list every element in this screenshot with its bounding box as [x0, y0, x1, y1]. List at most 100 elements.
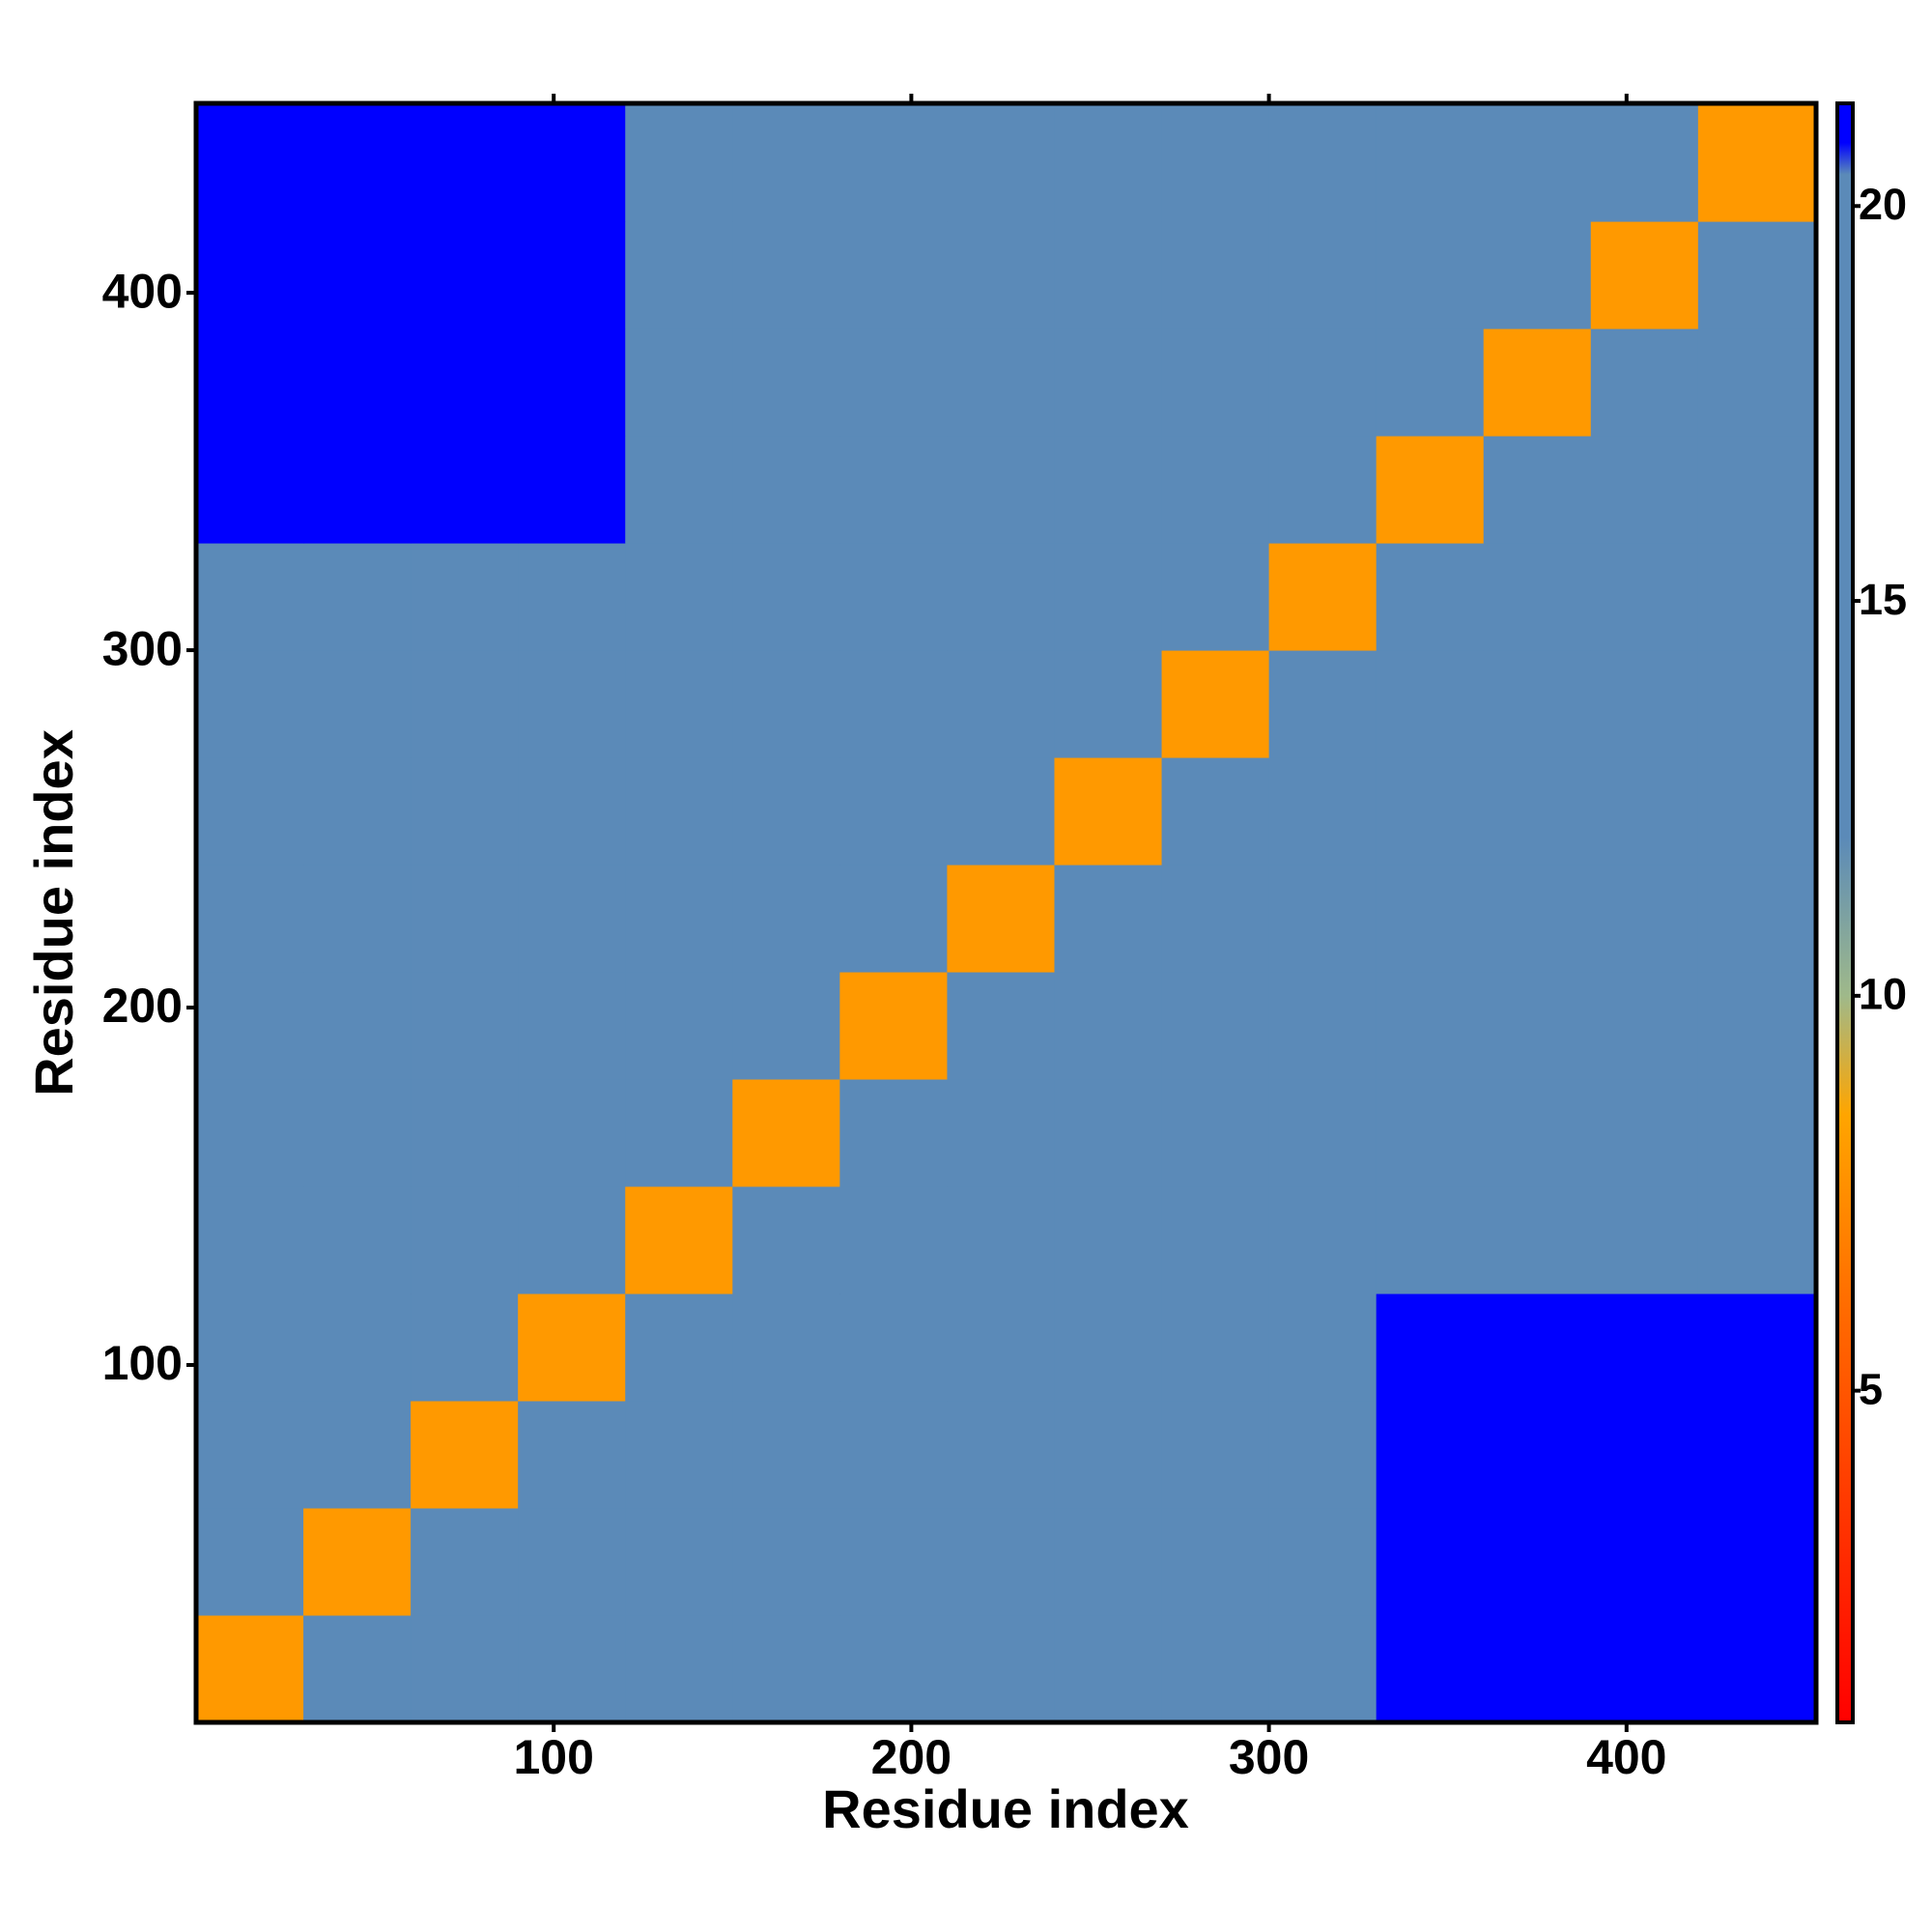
heatmap-cell [625, 1508, 733, 1616]
heatmap-cell [1054, 1508, 1163, 1616]
heatmap-cell [732, 1401, 840, 1509]
heatmap-cell [303, 1401, 412, 1509]
heatmap-cell [1483, 221, 1592, 329]
x-axis-title: Residue index [822, 1778, 1189, 1839]
heatmap-cell [625, 436, 733, 544]
heatmap-cell [303, 865, 412, 973]
heatmap-cell [1483, 328, 1592, 437]
heatmap-cell [196, 650, 304, 758]
heatmap-cell [625, 650, 733, 758]
heatmap-cell [196, 543, 304, 651]
heatmap-cell [839, 650, 948, 758]
heatmap-cell [1161, 103, 1270, 222]
heatmap-cell [303, 103, 412, 222]
heatmap-cell [839, 1508, 948, 1616]
heatmap-cell [196, 1079, 304, 1187]
x-tick-label: 300 [1229, 1730, 1309, 1784]
heatmap-cell [1054, 103, 1163, 222]
heatmap-cell [1697, 436, 1817, 544]
heatmap-cell [1054, 543, 1163, 651]
y-tick-label: 300 [102, 621, 183, 675]
heatmap-cell [303, 221, 412, 329]
heatmap-cell [839, 221, 948, 329]
heatmap-cell [732, 543, 840, 651]
colorbar-tick-label: 15 [1859, 575, 1907, 624]
heatmap-cell [1268, 757, 1378, 866]
heatmap-cell [1697, 757, 1817, 866]
heatmap-cell [411, 1401, 519, 1509]
heatmap-cell [518, 543, 626, 651]
heatmap-cell [1483, 1615, 1592, 1723]
y-tick-label: 100 [102, 1336, 183, 1390]
heatmap-cell [1054, 1615, 1163, 1723]
heatmap-cell [1161, 865, 1270, 973]
heatmap-cell [732, 1186, 840, 1294]
heatmap-cell [1161, 1615, 1270, 1723]
colorbar-tick-label: 20 [1859, 180, 1907, 229]
heatmap-cell [1483, 972, 1592, 1080]
heatmap-cell [303, 972, 412, 1080]
heatmap-cell [411, 757, 519, 866]
heatmap-cell [196, 1293, 304, 1402]
heatmap-cell [839, 103, 948, 222]
heatmap-cell [1697, 1508, 1817, 1616]
heatmap-cell [1161, 757, 1270, 866]
heatmap-cell [411, 1508, 519, 1616]
heatmap-cell [1376, 1615, 1485, 1723]
heatmap-cell [1376, 650, 1485, 758]
heatmap-cell [947, 543, 1055, 651]
heatmap-cell [411, 1186, 519, 1294]
heatmap-cell [1161, 972, 1270, 1080]
heatmap-cell [1376, 328, 1485, 437]
heatmap-cell [625, 865, 733, 973]
x-tick-label: 200 [871, 1730, 952, 1784]
heatmap-cell [196, 865, 304, 973]
heatmap-cell [1697, 1079, 1817, 1187]
heatmap-cell [518, 103, 626, 222]
heatmap-cell [411, 650, 519, 758]
heatmap-cell [625, 543, 733, 651]
heatmap-cell [1590, 1401, 1699, 1509]
heatmap-cell [732, 1615, 840, 1723]
heatmap-cell [518, 1293, 626, 1402]
heatmap-cell [196, 1401, 304, 1509]
heatmap-cell [303, 1615, 412, 1723]
heatmap-cell [1161, 1186, 1270, 1294]
heatmap-cell [947, 1401, 1055, 1509]
heatmap-cell [1483, 1293, 1592, 1402]
heatmap-cell [839, 865, 948, 973]
heatmap-cell [625, 1293, 733, 1402]
heatmap-cell [303, 757, 412, 866]
heatmap-cell [411, 972, 519, 1080]
plot-frame [193, 100, 1819, 1725]
heatmap-cell [839, 328, 948, 437]
heatmap-cell [1268, 543, 1378, 651]
heatmap-cell [303, 543, 412, 651]
heatmap-cell [411, 221, 519, 329]
heatmap-cell [1268, 436, 1378, 544]
heatmap-cell [1268, 650, 1378, 758]
heatmap-cell [625, 972, 733, 1080]
x-tick-label: 100 [513, 1730, 593, 1784]
heatmap-cell [947, 1508, 1055, 1616]
heatmap-cell [196, 436, 304, 544]
heatmap-cell [1697, 1401, 1817, 1509]
colorbar-tick-label: 10 [1859, 970, 1907, 1019]
heatmap-cell [625, 1079, 733, 1187]
heatmap-cell [625, 757, 733, 866]
heatmap-cell [1268, 103, 1378, 222]
heatmap-cell [1483, 1401, 1592, 1509]
heatmap-cell [303, 650, 412, 758]
heatmap-cell [196, 972, 304, 1080]
heatmap-cell [411, 103, 519, 222]
heatmap-cell [839, 757, 948, 866]
y-axis-title: Residue index [23, 729, 84, 1096]
heatmap-cell [411, 543, 519, 651]
heatmap-cell [625, 328, 733, 437]
heatmap-cell [732, 328, 840, 437]
heatmap-cell [1590, 1615, 1699, 1723]
heatmap-cell [1268, 1186, 1378, 1294]
heatmap-cell [1054, 1079, 1163, 1187]
heatmap-cell [1590, 650, 1699, 758]
heatmap-cell [1697, 221, 1817, 329]
